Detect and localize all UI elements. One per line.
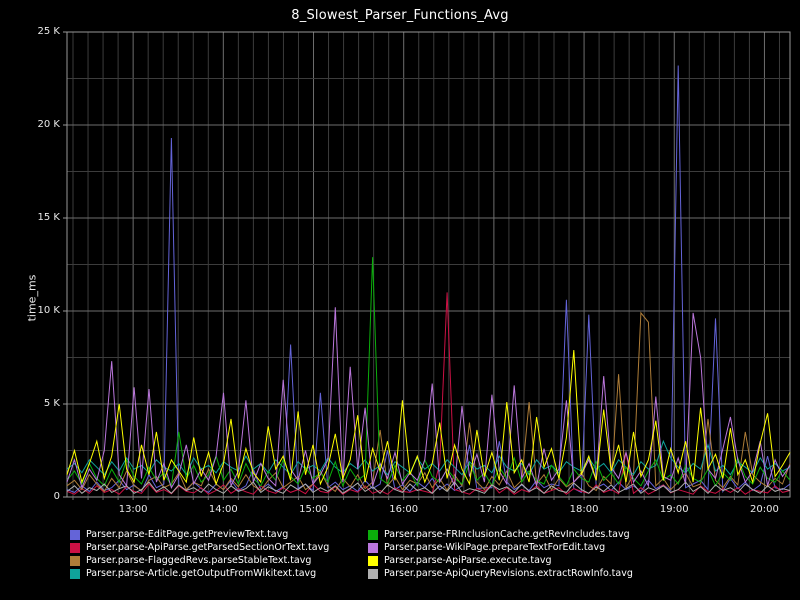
- series-line-2: [66, 311, 791, 493]
- legend-label: Parser.parse-FlaggedRevs.parseStableText…: [86, 555, 312, 566]
- x-tick-label: 19:00: [659, 504, 689, 515]
- x-tick-label: 15:00: [299, 504, 328, 515]
- series-line-4: [66, 257, 791, 488]
- legend-label: Parser.parse-FRInclusionCache.getRevIncl…: [384, 529, 630, 540]
- legend-label: Parser.parse-ApiQueryRevisions.extractRo…: [384, 568, 633, 579]
- x-tick-label: 13:00: [118, 504, 148, 515]
- legend-label: Parser.parse-WikiPage.prepareTextForEdit…: [384, 542, 606, 553]
- legend-column-left: Parser.parse-EditPage.getPreviewText.tav…: [70, 528, 329, 580]
- legend-swatch: [70, 555, 80, 566]
- legend-swatch: [368, 529, 378, 540]
- y-tick-label: 0: [53, 491, 60, 502]
- legend-label: Parser.parse-ApiParse.getParsedSectionOr…: [86, 542, 330, 553]
- legend-item: Parser.parse-EditPage.getPreviewText.tav…: [70, 528, 329, 541]
- x-tick-label: 20:00: [750, 504, 779, 515]
- legend-swatch: [70, 568, 80, 579]
- series-line-7: [66, 481, 791, 495]
- y-tick-label: 20 K: [37, 119, 60, 130]
- x-tick-label: 14:00: [208, 504, 238, 515]
- y-tick-label: 25 K: [37, 26, 60, 37]
- legend-item: Parser.parse-ApiParse.getParsedSectionOr…: [70, 541, 329, 554]
- y-tick-label: 10 K: [37, 305, 60, 316]
- y-tick-label: 5 K: [43, 398, 60, 409]
- legend-item: Parser.parse-FRInclusionCache.getRevIncl…: [368, 528, 633, 541]
- series-line-0: [66, 65, 791, 494]
- legend-item: Parser.parse-FlaggedRevs.parseStableText…: [70, 554, 329, 567]
- x-tick-label: 18:00: [569, 504, 599, 515]
- chart-title: 8_Slowest_Parser_Functions_Avg: [291, 8, 509, 23]
- legend-item: Parser.parse-ApiQueryRevisions.extractRo…: [368, 567, 633, 580]
- legend-item: Parser.parse-WikiPage.prepareTextForEdit…: [368, 541, 633, 554]
- y-tick-label: 15 K: [37, 212, 60, 223]
- legend-column-right: Parser.parse-FRInclusionCache.getRevIncl…: [368, 528, 633, 580]
- legend-swatch: [368, 555, 378, 566]
- legend-label: Parser.parse-ApiParse.execute.tavg: [384, 555, 552, 566]
- legend-item: Parser.parse-Article.getOutputFromWikite…: [70, 567, 329, 580]
- series-line-5: [66, 307, 791, 490]
- legend-swatch: [368, 568, 378, 579]
- legend-swatch: [368, 542, 378, 553]
- plot-border: [66, 31, 791, 498]
- x-tick-label: 17:00: [479, 504, 509, 515]
- legend-swatch: [70, 542, 80, 553]
- legend-label: Parser.parse-Article.getOutputFromWikite…: [86, 568, 317, 579]
- legend-item: Parser.parse-ApiParse.execute.tavg: [368, 554, 633, 567]
- series-line-6: [66, 350, 791, 486]
- legend-label: Parser.parse-EditPage.getPreviewText.tav…: [86, 529, 289, 540]
- legend-swatch: [70, 529, 80, 540]
- x-tick-label: 16:00: [389, 504, 419, 515]
